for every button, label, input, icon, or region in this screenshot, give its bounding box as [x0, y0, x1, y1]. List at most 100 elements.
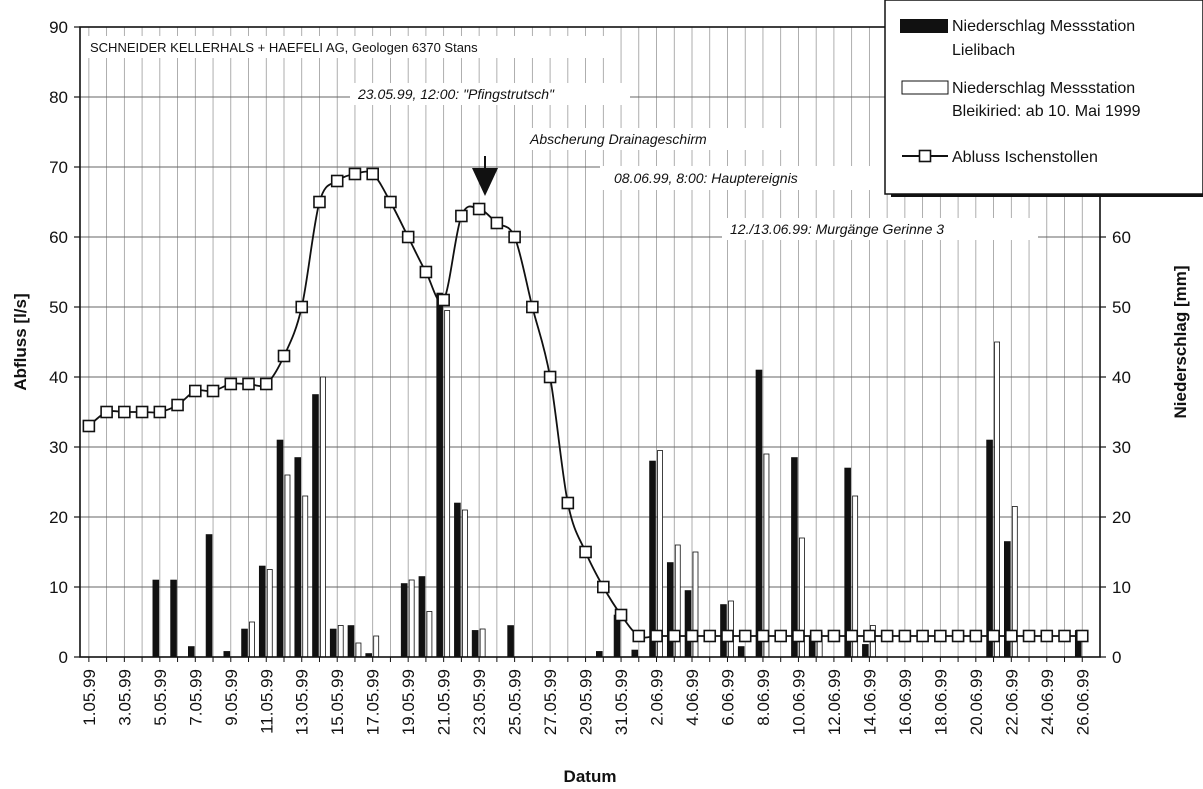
bar-bleikiried [408, 579, 415, 658]
abfluss-marker [259, 377, 273, 391]
bar-bleikiried [302, 495, 309, 658]
bar-lielibach [418, 576, 426, 658]
abfluss-marker [348, 167, 362, 181]
abfluss-marker [313, 195, 326, 209]
bar-lielibach [205, 534, 213, 658]
x-tick-label: 10.06.99 [789, 669, 808, 735]
abfluss-marker [579, 545, 592, 559]
bar-bleikiried [266, 569, 273, 658]
abfluss-marker [171, 398, 184, 412]
x-tick-label: 27.05.99 [541, 669, 560, 735]
abfluss-marker [419, 265, 433, 279]
bar-bleikiried [373, 635, 380, 658]
bar-bleikiried [763, 453, 770, 658]
left-axis-ticks: 0 10 20 30 40 50 60 70 80 90 [49, 18, 80, 667]
abfluss-marker [189, 384, 202, 398]
abfluss-marker [1022, 629, 1036, 643]
ylabel-left: Abfluss [l/s] [11, 293, 30, 390]
abfluss-line [88, 170, 1083, 639]
annotation-murgaenge-box [722, 218, 1038, 240]
bar-lielibach [152, 579, 160, 658]
abfluss-marker [650, 629, 663, 643]
x-tick-label: 16.06.99 [896, 669, 915, 735]
abfluss-marker [82, 419, 96, 433]
right-tick-label: 10 [1112, 578, 1131, 597]
bar-lielibach [471, 630, 479, 658]
left-tick-label: 0 [59, 648, 68, 667]
abfluss-marker [863, 629, 876, 643]
abfluss-marker [1058, 629, 1071, 643]
x-tick-label: 9.05.99 [222, 669, 241, 726]
x-tick-label: 22.06.99 [1002, 669, 1021, 735]
legend-swatch-lielibach [900, 19, 948, 33]
bar-bleikiried [994, 341, 1000, 658]
abfluss-marker [401, 230, 415, 244]
bar-bleikiried [479, 628, 486, 658]
abfluss-marker [685, 629, 699, 643]
annotation-murgaenge: 12./13.06.99: Murgänge Gerinne 3 [730, 221, 944, 237]
bar-bleikiried [284, 474, 291, 658]
plot-frame [79, 26, 1101, 658]
x-tick-label: 6.06.99 [718, 669, 737, 726]
left-tick-label: 70 [49, 158, 68, 177]
x-tick-label: 21.05.99 [435, 669, 454, 735]
bar-lielibach [436, 292, 443, 658]
bar-lielibach [755, 369, 763, 658]
left-tick-label: 40 [49, 368, 68, 387]
abfluss-marker [756, 629, 770, 643]
abfluss-marker [455, 209, 468, 223]
x-tick-label: 17.05.99 [364, 669, 383, 735]
x-tick-label: 8.06.99 [754, 669, 773, 726]
credit-box [84, 36, 610, 58]
abfluss-marker [987, 629, 1000, 643]
x-tick-label: 14.06.99 [860, 669, 879, 735]
abfluss-marker [667, 629, 681, 643]
abfluss-marker [472, 202, 486, 216]
x-tick-label: 11.05.99 [257, 669, 276, 734]
abfluss-marker [738, 629, 752, 643]
abfluss-marker [827, 629, 841, 643]
bar-lielibach [454, 502, 461, 658]
abfluss-marker [1075, 629, 1089, 643]
bar-bleikiried [728, 600, 734, 658]
x-tick-label: 23.05.99 [470, 669, 489, 735]
abfluss-marker [508, 230, 521, 244]
left-tick-label: 80 [49, 88, 68, 107]
abfluss-marker [242, 377, 255, 391]
x-tick-label: 15.05.99 [328, 669, 347, 735]
x-tick-label: 24.06.99 [1038, 669, 1057, 735]
bar-bleikiried [337, 625, 344, 658]
ylabel-right: Niederschlag [mm] [1171, 265, 1190, 418]
legend-label-bleikiried-2: Bleikiried: ab 10. Mai 1999 [952, 103, 1141, 120]
bar-lielibach [329, 628, 337, 658]
left-tick-label: 60 [49, 228, 68, 247]
right-tick-label: 0 [1112, 648, 1121, 667]
legend-label-lielibach-1: Niederschlag Messstation [952, 18, 1135, 35]
abfluss-marker [118, 405, 131, 419]
gridlines [80, 26, 1100, 658]
bar-lielibach [862, 644, 869, 658]
annotation-hauptereignis-box [600, 166, 890, 190]
bars [152, 292, 1082, 658]
bar-lielibach [294, 457, 302, 658]
bar-lielibach [791, 457, 798, 658]
legend-swatch-abfluss-marker [918, 149, 932, 163]
xlabel: Datum [564, 767, 617, 786]
abfluss-marker [898, 629, 912, 643]
credit-text: SCHNEIDER KELLERHALS + HAEFELI AG, Geolo… [90, 40, 478, 55]
x-tick-label: 12.06.99 [825, 669, 844, 735]
x-tick-label: 20.06.99 [967, 669, 986, 735]
x-tick-label: 19.05.99 [399, 669, 418, 735]
annotation-pfingstrutsch: 23.05.99, 12:00: "Pfingstrutsch" [357, 86, 555, 102]
bar-lielibach [276, 439, 284, 658]
abfluss-marker [135, 405, 149, 419]
event-arrow-head [472, 168, 498, 196]
legend-label-lielibach-2: Lielibach [952, 42, 1015, 59]
left-tick-label: 50 [49, 298, 68, 317]
bar-lielibach [241, 628, 248, 658]
abfluss-marker [614, 608, 628, 622]
x-tick-label: 18.06.99 [931, 669, 950, 735]
abfluss-marker [153, 405, 167, 419]
bar-lielibach [507, 625, 514, 658]
